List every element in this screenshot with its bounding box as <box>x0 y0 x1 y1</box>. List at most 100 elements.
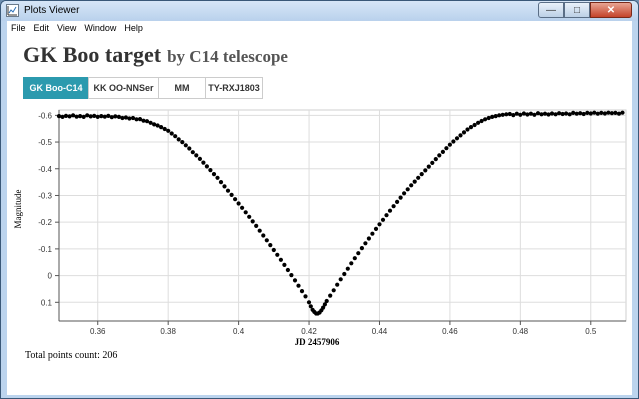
menu-window[interactable]: Window <box>84 23 117 33</box>
data-point <box>285 267 290 273</box>
data-point <box>578 111 583 116</box>
data-point <box>356 251 361 256</box>
data-point <box>599 110 604 115</box>
data-point <box>155 123 160 128</box>
window-title: Plots Viewer <box>24 5 80 16</box>
data-point <box>63 113 69 118</box>
chart-axes: 0.36 0.38 0.4 0.42 0.44 0.46 0.48 0.5 -0.6 -0.5 -0… <box>38 110 626 336</box>
data-point <box>588 111 593 116</box>
data-point <box>412 179 417 184</box>
data-point <box>398 195 403 200</box>
tab-mm[interactable]: MM <box>158 77 206 99</box>
data-point <box>500 112 505 117</box>
data-point <box>359 246 364 251</box>
data-point <box>345 266 350 271</box>
menu-help[interactable]: Help <box>124 23 143 33</box>
data-point <box>275 252 280 257</box>
data-point <box>468 125 474 130</box>
data-point <box>292 278 298 283</box>
data-point <box>546 112 551 117</box>
x-axis-title: JD 2457906 <box>295 337 340 347</box>
x-tick-label: 0.38 <box>160 327 176 336</box>
data-point <box>127 116 132 121</box>
data-point <box>208 168 213 173</box>
data-point <box>106 113 111 118</box>
data-point <box>308 304 313 309</box>
app-icon <box>6 4 19 17</box>
data-point <box>430 160 435 165</box>
data-point <box>85 113 90 118</box>
data-point <box>130 115 136 121</box>
data-point <box>187 146 192 151</box>
data-point <box>549 111 555 116</box>
maximize-icon[interactable]: □ <box>564 2 590 18</box>
data-point <box>183 143 188 148</box>
data-point <box>144 119 150 124</box>
telescope-subtitle: by C14 telescope <box>167 47 288 66</box>
data-point <box>433 157 438 162</box>
plot-tabs: GK Boo-C14 KK OO-NNSer MM TY-RXJ1803 <box>23 77 263 99</box>
data-point <box>447 142 452 147</box>
data-point <box>194 153 199 158</box>
data-point <box>180 140 185 145</box>
data-point <box>78 114 83 119</box>
data-point <box>620 110 625 115</box>
data-point <box>387 208 393 213</box>
data-point <box>395 199 400 204</box>
data-point <box>74 114 79 119</box>
data-point <box>609 111 615 116</box>
data-point <box>521 111 527 116</box>
data-point <box>511 113 516 118</box>
tab-kk-oo-nnser[interactable]: KK OO-NNSer <box>88 77 159 99</box>
data-point <box>56 114 62 119</box>
data-point <box>380 217 386 222</box>
data-point <box>335 282 340 287</box>
menu-edit[interactable]: Edit <box>33 23 50 33</box>
menu-view[interactable]: View <box>57 23 77 33</box>
data-point <box>137 117 143 122</box>
y-tick-label: -0.6 <box>38 111 52 120</box>
close-icon[interactable]: ✕ <box>590 2 632 18</box>
data-point <box>539 112 544 117</box>
data-point <box>416 175 421 180</box>
data-point <box>574 111 579 116</box>
data-point <box>384 213 389 218</box>
data-point <box>247 214 252 219</box>
menu-file[interactable]: File <box>11 23 26 33</box>
x-tick-label: 0.48 <box>513 327 529 336</box>
data-point <box>141 118 146 123</box>
data-point <box>169 131 174 136</box>
data-point <box>419 172 424 177</box>
title-bar[interactable]: Plots Viewer — □ ✕ <box>1 1 638 21</box>
data-point <box>595 111 600 116</box>
data-point <box>592 110 597 115</box>
data-point <box>567 112 572 117</box>
data-point <box>166 128 171 133</box>
data-point <box>476 120 481 125</box>
x-tick-label: 0.44 <box>372 327 388 336</box>
data-point <box>581 111 586 117</box>
data-point <box>493 114 498 119</box>
y-tick-label: -0.2 <box>38 218 52 227</box>
data-point <box>261 233 266 238</box>
minimize-icon[interactable]: — <box>538 2 564 18</box>
data-point <box>99 114 104 119</box>
data-point <box>264 238 269 243</box>
points-count: Total points count: 206 <box>25 350 118 361</box>
data-point <box>606 110 611 115</box>
x-tick-label: 0.46 <box>442 327 458 336</box>
data-point <box>173 134 178 139</box>
data-point <box>553 112 558 117</box>
data-point <box>204 164 209 169</box>
data-point <box>426 164 431 169</box>
y-tick-label: -0.3 <box>38 191 52 200</box>
data-point <box>60 114 65 119</box>
y-tick-label: 0 <box>48 272 53 281</box>
data-point <box>557 111 562 116</box>
data-point <box>278 257 283 262</box>
data-point <box>497 113 502 118</box>
tab-ty-rxj1803[interactable]: TY-RXJ1803 <box>205 77 263 99</box>
data-point <box>282 262 287 267</box>
data-point <box>451 139 456 144</box>
tab-gk-boo-c14[interactable]: GK Boo-C14 <box>23 77 89 99</box>
